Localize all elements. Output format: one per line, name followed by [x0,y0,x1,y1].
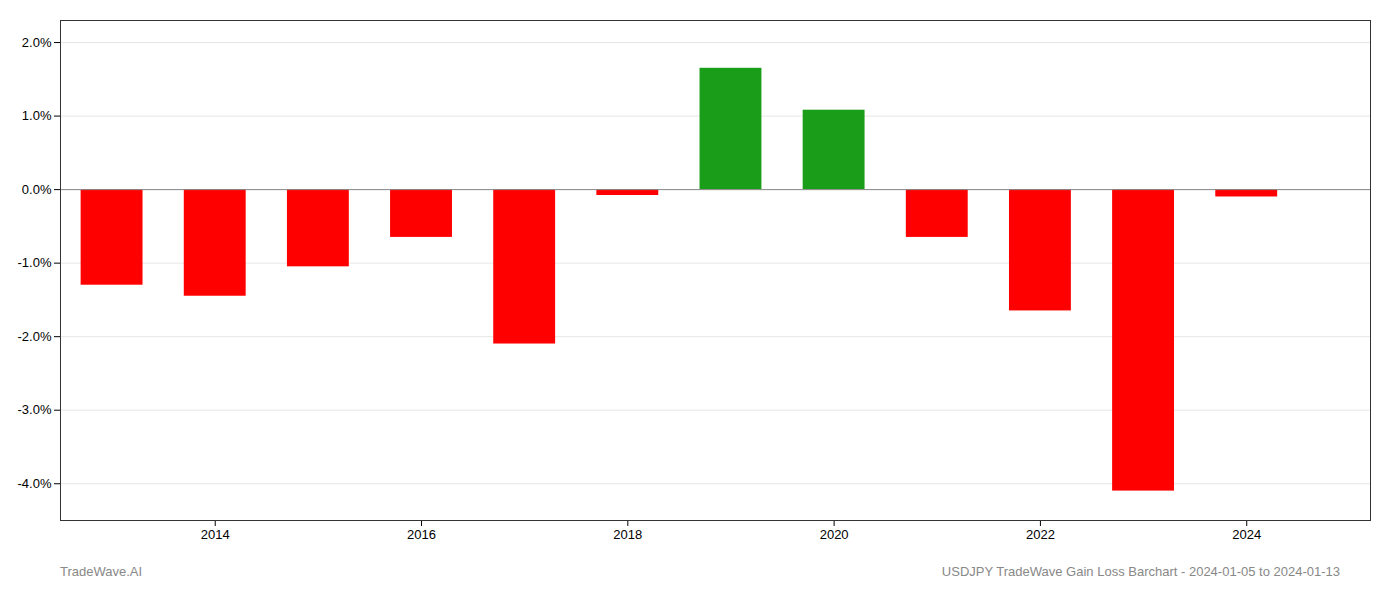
svg-text:-2.0%: -2.0% [18,329,52,344]
svg-text:2018: 2018 [613,527,642,542]
svg-text:-4.0%: -4.0% [18,476,52,491]
svg-text:2016: 2016 [407,527,436,542]
svg-text:1.0%: 1.0% [22,108,52,123]
svg-text:-1.0%: -1.0% [18,255,52,270]
svg-text:2022: 2022 [1026,527,1055,542]
svg-text:2014: 2014 [201,527,230,542]
html-text:TradeWave.AI: TradeWave.AI [60,564,143,579]
svg-text:-3.0%: -3.0% [18,402,52,417]
svg-text:2020: 2020 [820,527,849,542]
svg-text:0.0%: 0.0% [22,182,52,197]
svg-text:2.0%: 2.0% [22,35,52,50]
svg-text:2024: 2024 [1232,527,1261,542]
html-text:USDJPY TradeWave Gain Loss Bar: USDJPY TradeWave Gain Loss Barchart - 20… [941,564,1340,579]
